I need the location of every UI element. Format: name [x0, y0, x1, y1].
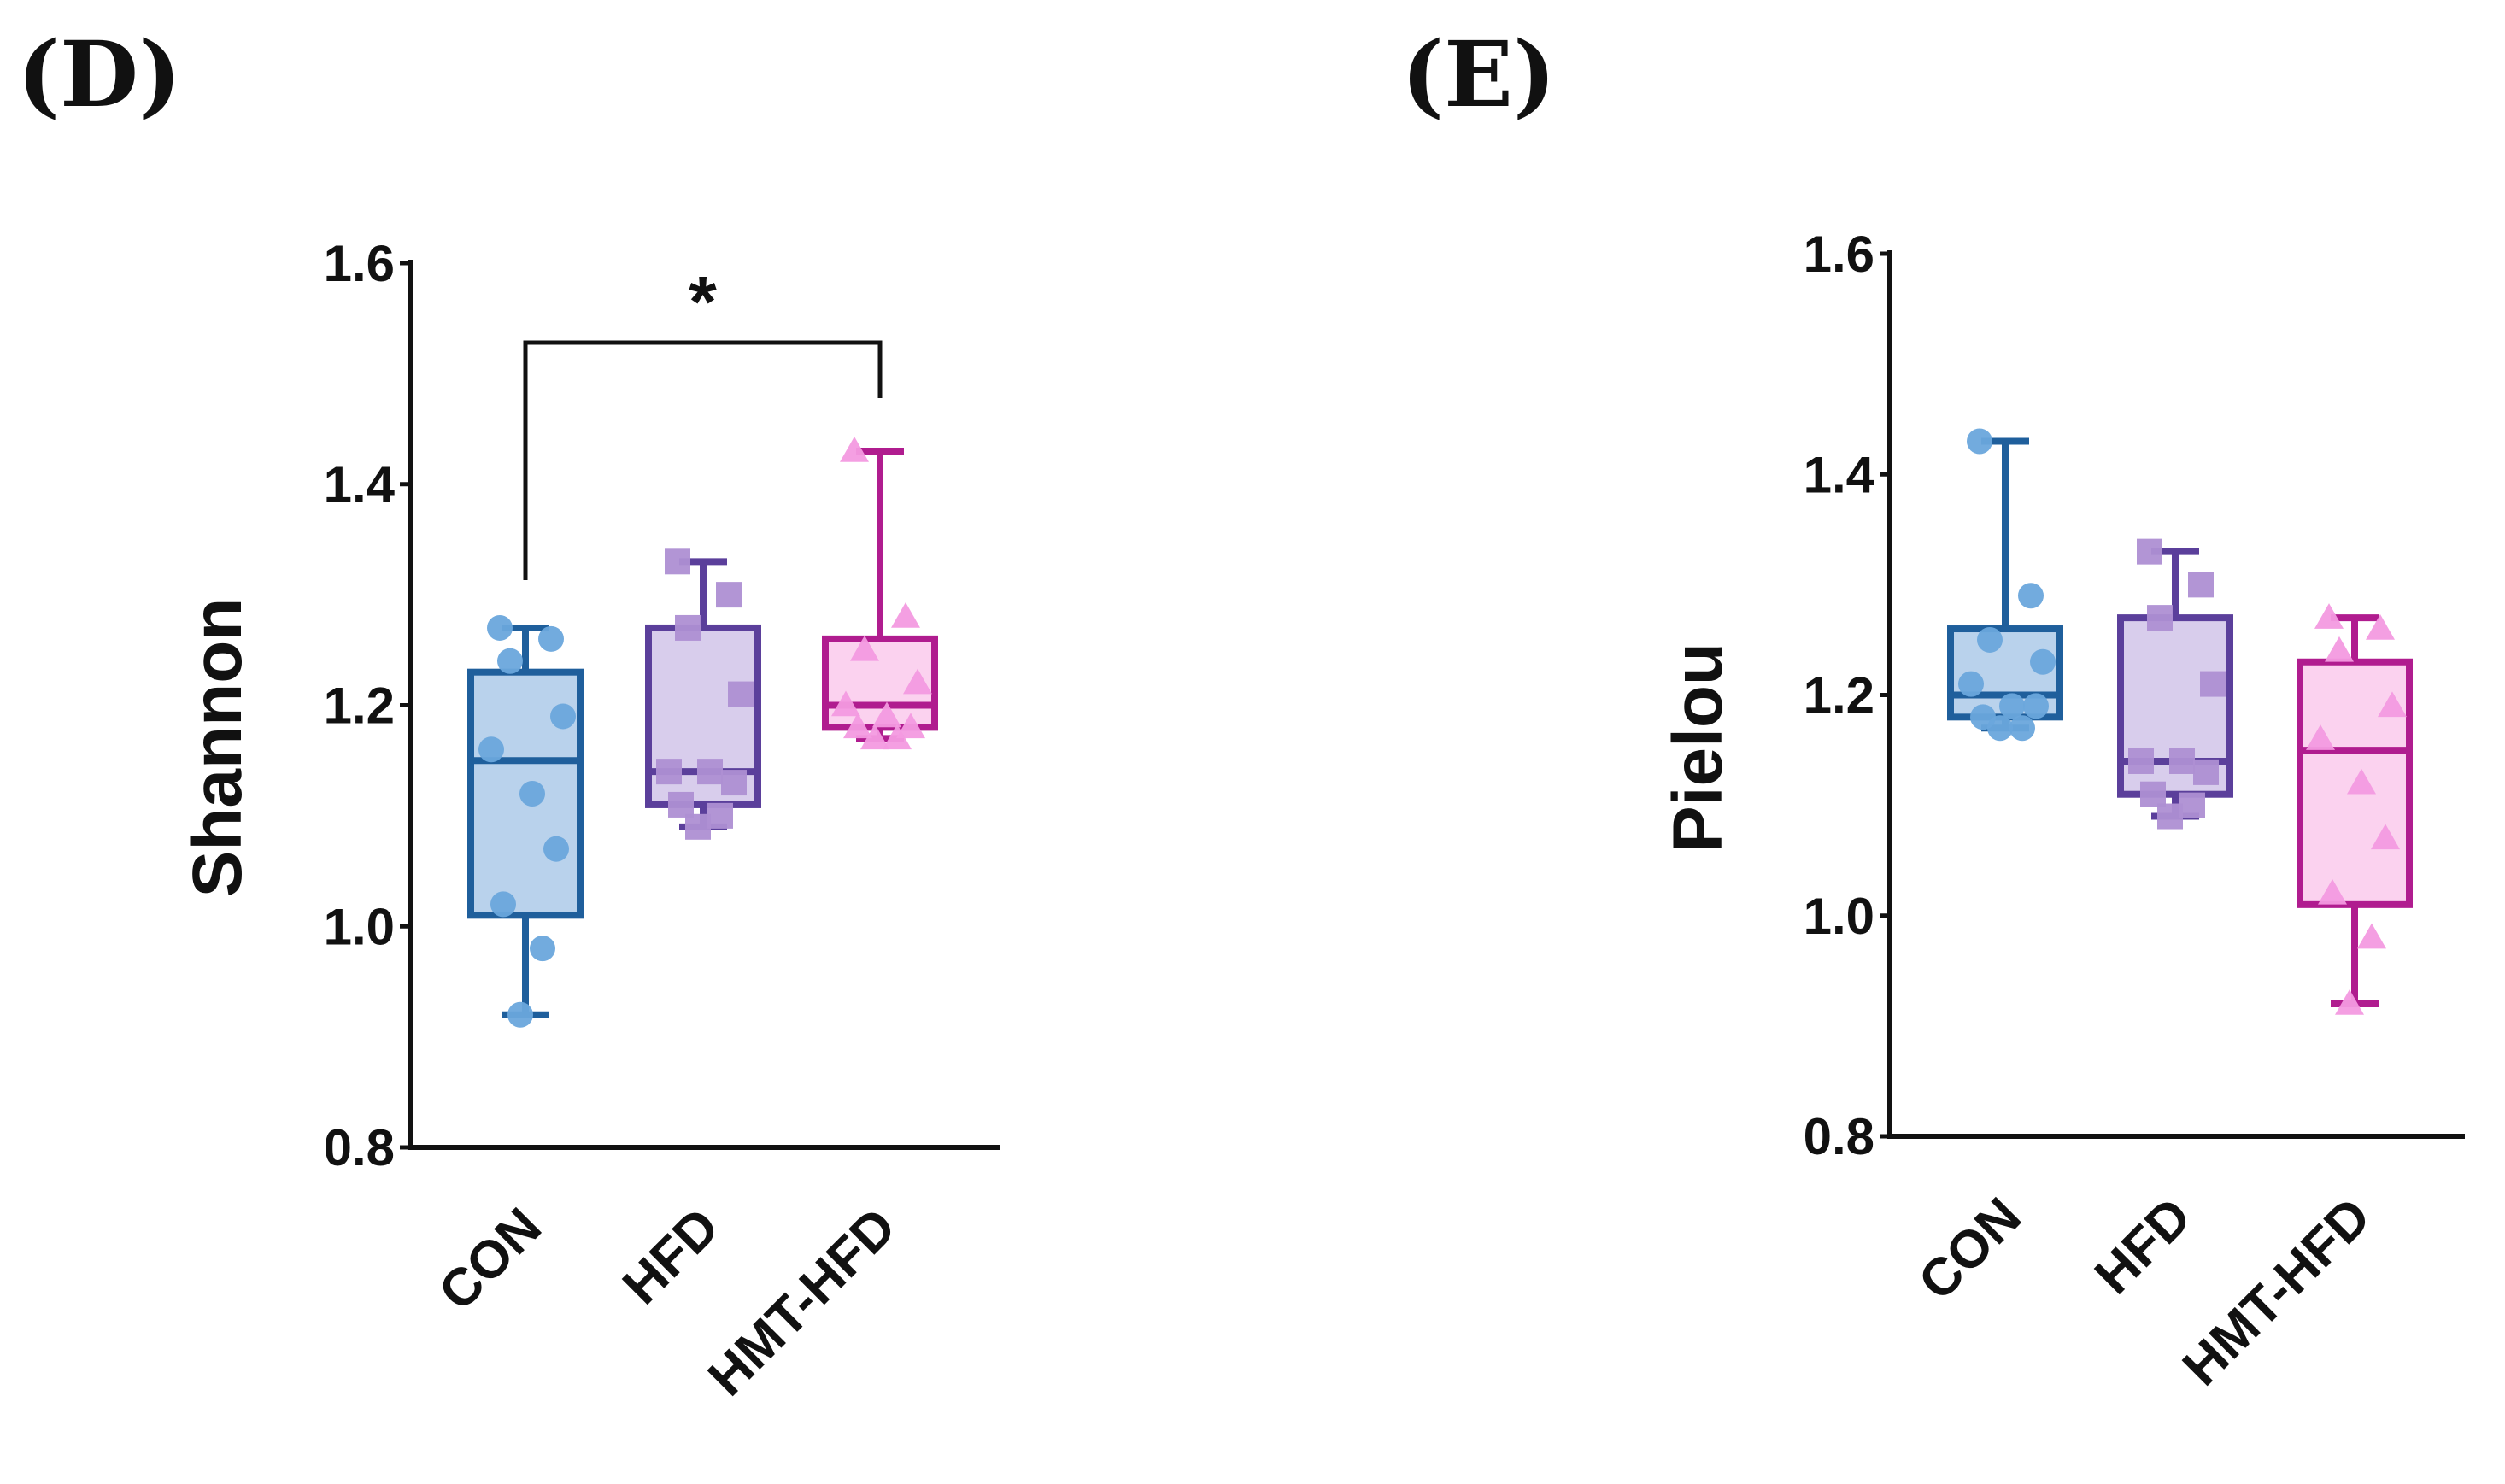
data-point	[2023, 693, 2049, 719]
data-point	[707, 802, 733, 829]
data-point	[2371, 824, 2400, 850]
data-point	[2335, 989, 2364, 1015]
data-point	[1987, 715, 2013, 742]
data-point	[538, 625, 564, 652]
data-point	[487, 614, 513, 641]
data-point	[665, 548, 690, 575]
data-point	[1999, 693, 2025, 719]
data-point	[2009, 715, 2035, 742]
data-point	[507, 1001, 533, 1028]
y-axis-label: Shannon	[179, 598, 256, 898]
y-tick-label: 1.6	[324, 235, 395, 292]
data-point	[843, 713, 872, 739]
data-point	[850, 635, 879, 661]
significance-bracket	[523, 340, 883, 580]
data-point	[721, 770, 747, 796]
y-tick-label: 0.8	[324, 1119, 395, 1176]
data-point	[1958, 671, 1984, 697]
data-point	[2314, 603, 2344, 629]
category-label: HMT-HFD	[2172, 1187, 2382, 1397]
data-point	[2030, 648, 2056, 675]
panel-label: (E)	[1401, 21, 1556, 127]
category-label: HMT-HFD	[697, 1197, 907, 1407]
data-point	[831, 690, 860, 717]
y-tick-label: 1.0	[324, 898, 395, 955]
significance-star: *	[689, 261, 717, 342]
data-point	[903, 668, 932, 695]
data-point	[2347, 768, 2376, 795]
data-point	[896, 713, 925, 739]
data-point	[2018, 583, 2044, 609]
y-axis-label: Pielou	[1659, 642, 1737, 853]
data-point	[550, 703, 576, 730]
data-point	[2128, 748, 2154, 774]
data-point	[2325, 636, 2354, 662]
data-point	[2137, 538, 2162, 565]
data-point	[1977, 626, 2003, 653]
y-tick-label: 0.8	[1804, 1108, 1874, 1165]
data-point	[685, 813, 711, 840]
category-label: CON	[428, 1197, 553, 1322]
data-point	[872, 701, 901, 728]
y-tick-label: 1.4	[1804, 446, 1875, 503]
y-tick-label: 1.6	[1804, 226, 1874, 283]
data-point	[530, 936, 555, 962]
data-point	[860, 724, 889, 750]
data-point	[840, 436, 869, 462]
data-point	[2147, 605, 2173, 631]
data-point	[656, 759, 682, 785]
data-point	[2318, 878, 2347, 905]
data-point	[497, 648, 523, 674]
data-point	[2157, 803, 2183, 830]
data-point	[2366, 614, 2395, 640]
category-label: HFD	[612, 1197, 730, 1316]
data-point	[716, 582, 742, 608]
category-label: CON	[1908, 1187, 2033, 1311]
data-point	[2188, 572, 2214, 598]
data-point	[519, 781, 545, 807]
data-point	[697, 759, 723, 785]
data-point	[2200, 671, 2226, 697]
data-point	[891, 602, 920, 628]
y-tick-label: 1.2	[324, 677, 395, 735]
category-label: HFD	[2084, 1187, 2203, 1305]
data-point	[2193, 759, 2219, 785]
data-point	[883, 724, 912, 750]
data-point	[1967, 428, 1992, 455]
panel-d: (D) Shannon 0.8 1.0 1.2 1.4 1.6 CON HFDHMT-HF…	[17, 21, 1000, 1407]
y-tick-label: 1.0	[1804, 888, 1874, 945]
y-tick-label: 1.4	[324, 456, 396, 513]
panel-label: (D)	[17, 21, 181, 127]
data-point	[668, 791, 694, 818]
data-point	[478, 736, 504, 763]
data-point	[2357, 923, 2386, 949]
data-point	[728, 681, 754, 707]
data-point	[2140, 781, 2166, 807]
data-point	[2179, 792, 2205, 818]
data-point	[2378, 691, 2407, 718]
data-point	[675, 614, 701, 641]
data-point	[543, 836, 569, 862]
data-point	[2306, 724, 2335, 750]
y-tick-label: 1.2	[1804, 667, 1874, 724]
data-point	[2169, 748, 2195, 774]
data-point	[490, 891, 516, 918]
